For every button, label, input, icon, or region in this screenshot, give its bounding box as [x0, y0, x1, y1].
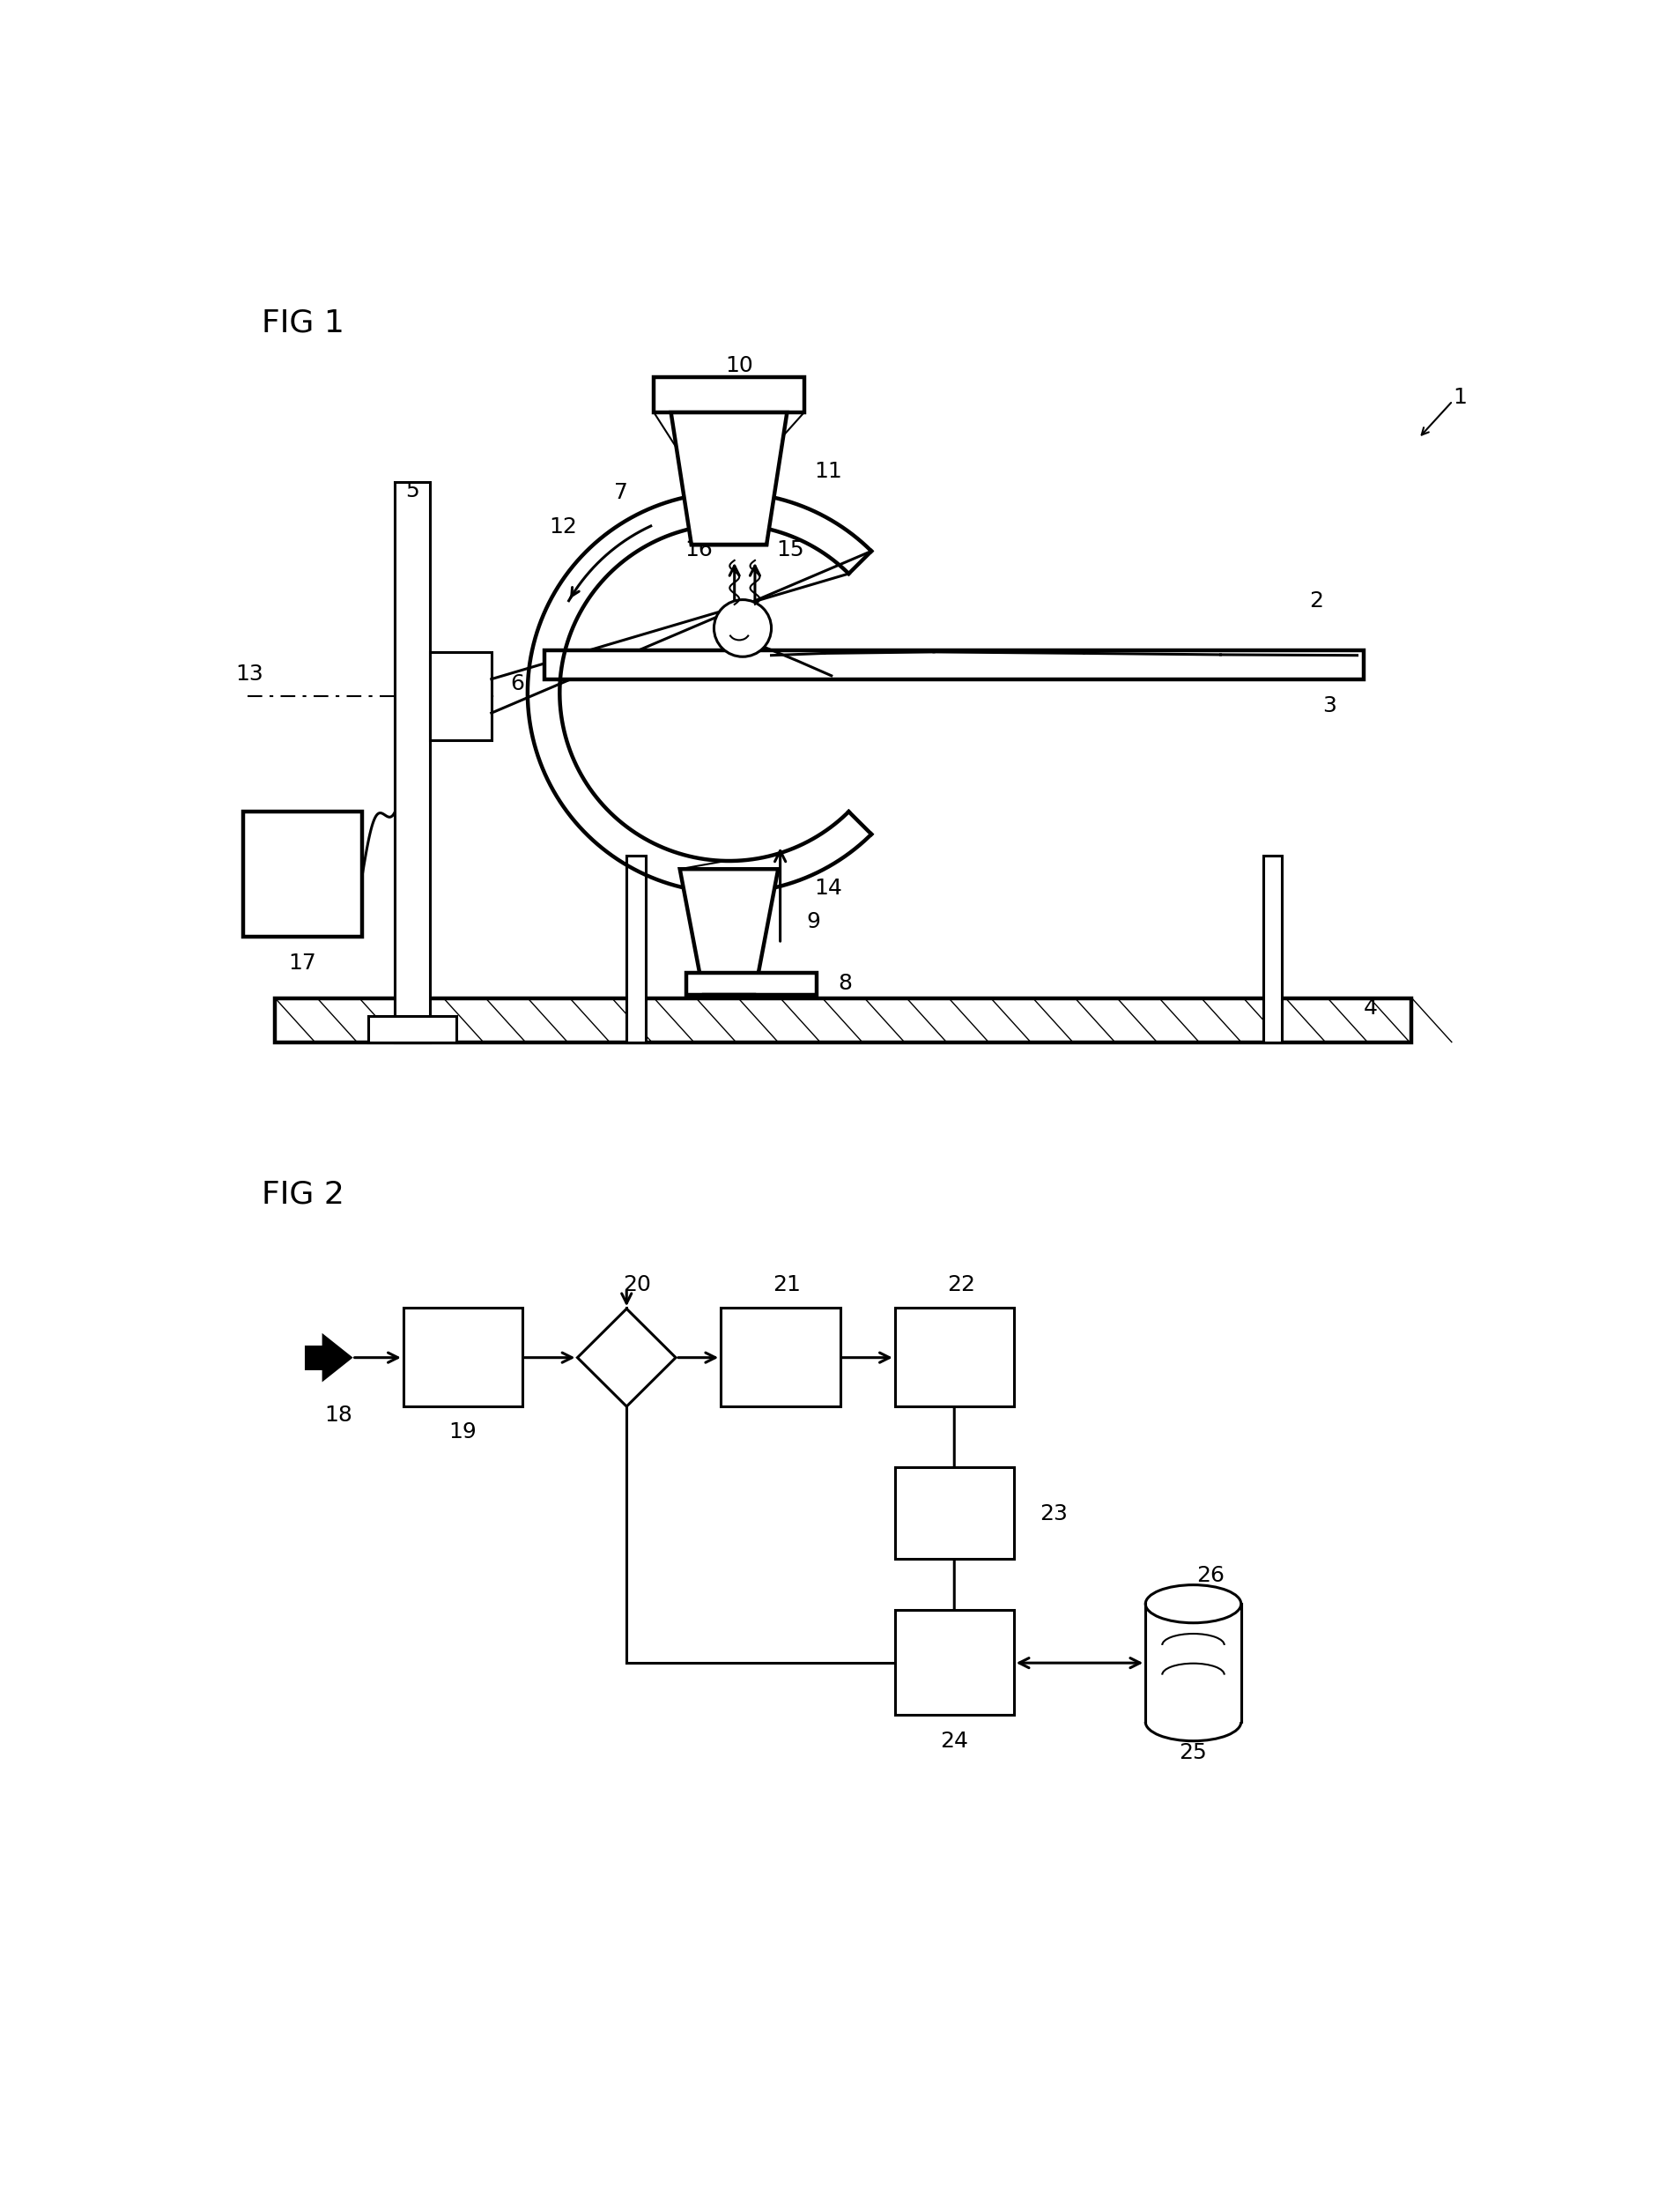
Text: 18: 18	[324, 1406, 353, 1425]
Text: 1: 1	[1452, 387, 1465, 409]
Text: 9: 9	[806, 911, 820, 933]
Text: 23: 23	[1040, 1503, 1067, 1525]
Text: 12: 12	[548, 517, 576, 537]
Bar	[430, 652, 491, 740]
Ellipse shape	[1144, 1585, 1240, 1622]
Text: 24: 24	[939, 1730, 968, 1753]
Text: 7: 7	[613, 482, 627, 502]
Bar	[894, 1467, 1013, 1558]
Text: 16: 16	[684, 539, 712, 561]
Text: FIG 2: FIG 2	[260, 1180, 344, 1209]
Text: 13: 13	[235, 663, 264, 685]
Text: 10: 10	[724, 356, 753, 376]
Bar	[687, 972, 816, 994]
Bar	[1262, 855, 1282, 1043]
Bar	[276, 999, 1411, 1043]
Text: 17: 17	[289, 953, 316, 972]
Text: 22: 22	[946, 1275, 974, 1295]
Bar	[242, 811, 363, 937]
Text: 14: 14	[813, 877, 842, 899]
Bar	[403, 1308, 522, 1406]
Bar	[368, 1017, 457, 1043]
Text: 3: 3	[1322, 696, 1336, 716]
Text: 15: 15	[776, 539, 805, 561]
Bar	[654, 378, 803, 413]
Circle shape	[714, 599, 771, 656]
Text: 11: 11	[813, 462, 842, 482]
Text: 6: 6	[511, 674, 524, 694]
Text: 5: 5	[405, 480, 418, 502]
Bar	[1144, 1604, 1240, 1722]
Text: 4: 4	[1362, 997, 1378, 1019]
Bar	[306, 1346, 323, 1368]
Polygon shape	[528, 493, 870, 893]
Polygon shape	[670, 413, 786, 544]
Bar	[894, 1308, 1013, 1406]
Polygon shape	[679, 869, 778, 994]
Polygon shape	[578, 1308, 675, 1406]
Text: 19: 19	[449, 1421, 477, 1443]
Text: 2: 2	[1309, 590, 1322, 612]
Text: 25: 25	[1179, 1741, 1206, 1764]
Bar	[544, 650, 1362, 678]
Bar	[894, 1611, 1013, 1715]
Polygon shape	[323, 1335, 351, 1379]
Bar	[627, 855, 645, 1043]
Text: FIG 1: FIG 1	[260, 307, 344, 338]
Bar	[721, 1308, 840, 1406]
Text: 21: 21	[773, 1275, 801, 1295]
Text: 8: 8	[838, 972, 852, 994]
Text: 20: 20	[623, 1275, 650, 1295]
Text: 26: 26	[1196, 1565, 1223, 1587]
Bar	[395, 482, 430, 1043]
